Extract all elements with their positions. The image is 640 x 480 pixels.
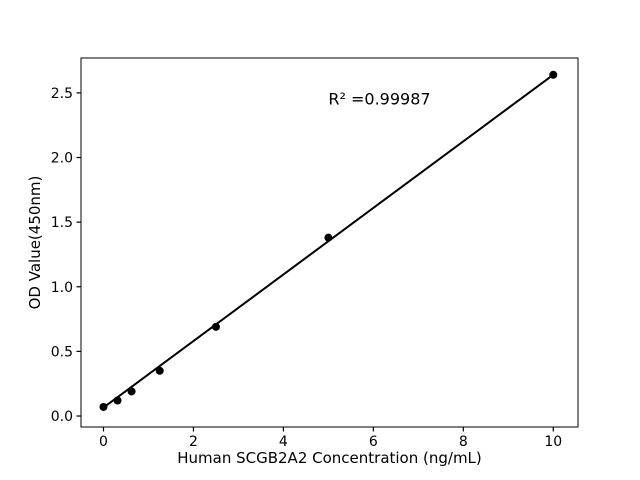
data-point xyxy=(113,396,122,405)
x-tick-label: 8 xyxy=(459,434,468,450)
y-tick-label: 1.5 xyxy=(51,215,73,231)
x-tick-label: 2 xyxy=(189,434,198,450)
data-point xyxy=(211,322,220,331)
data-point xyxy=(155,366,164,375)
y-tick-label: 1.0 xyxy=(51,280,73,296)
x-tick-label: 6 xyxy=(369,434,378,450)
data-point xyxy=(99,402,108,411)
x-tick-label: 4 xyxy=(279,434,288,450)
plot-area xyxy=(80,57,579,428)
y-axis-label: OD Value(450nm) xyxy=(26,176,44,310)
y-ticks: 0.0 0.5 1.0 1.5 2.0 2.5 xyxy=(51,86,81,425)
y-tick-label: 0.0 xyxy=(51,409,73,425)
data-point xyxy=(324,233,333,242)
x-ticks: 0 2 4 6 8 10 xyxy=(99,427,562,450)
r-squared-annotation: R² =0.99987 xyxy=(328,90,430,109)
data-point xyxy=(127,387,136,396)
data-point xyxy=(549,70,558,79)
y-tick-label: 2.0 xyxy=(51,151,73,167)
x-tick-label: 0 xyxy=(99,434,108,450)
y-tick-label: 2.5 xyxy=(51,86,73,102)
data-points xyxy=(99,70,558,411)
y-tick-label: 0.5 xyxy=(51,344,73,360)
x-tick-label: 10 xyxy=(544,434,562,450)
x-axis-label: Human SCGB2A2 Concentration (ng/mL) xyxy=(177,449,482,467)
